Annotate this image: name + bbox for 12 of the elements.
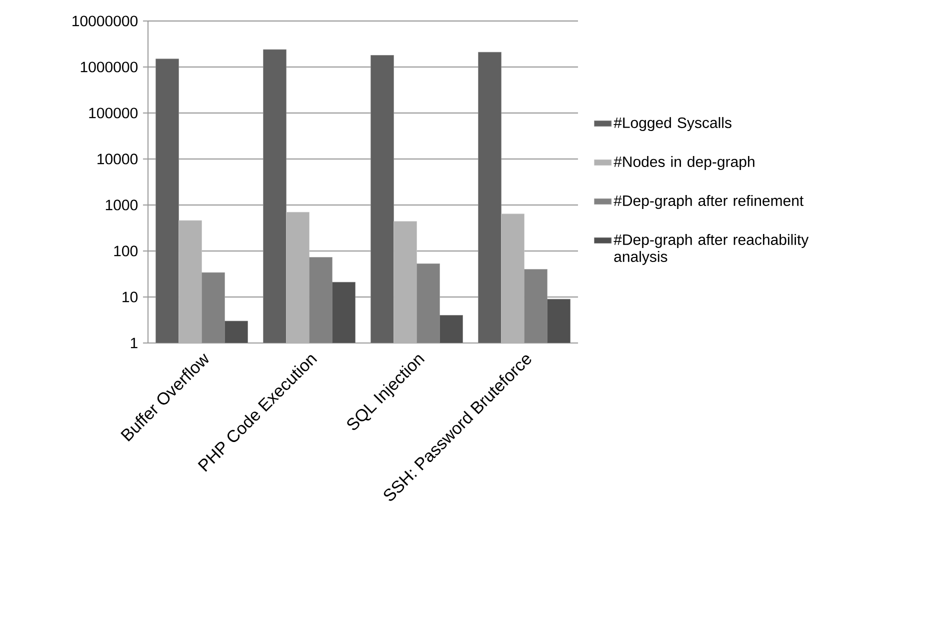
- legend-label: #Dep-graph after reachability analysis: [614, 234, 809, 265]
- y-tick-label: 1000: [106, 200, 138, 210]
- legend-label: #Logged Syscalls: [614, 117, 732, 132]
- y-tick-label: 10000: [98, 154, 138, 164]
- y-tick-label: 100000: [89, 108, 138, 118]
- legend-label: #Dep-graph after refinement: [614, 195, 804, 209]
- y-tick-label: 1: [130, 338, 138, 348]
- y-tick-label: 1000000: [80, 62, 138, 72]
- y-tick-label: 100: [114, 246, 138, 256]
- y-tick-label: 10000000: [72, 16, 138, 26]
- legend-label: #Nodes in dep-graph: [614, 156, 754, 170]
- y-tick-label: 10: [122, 292, 138, 302]
